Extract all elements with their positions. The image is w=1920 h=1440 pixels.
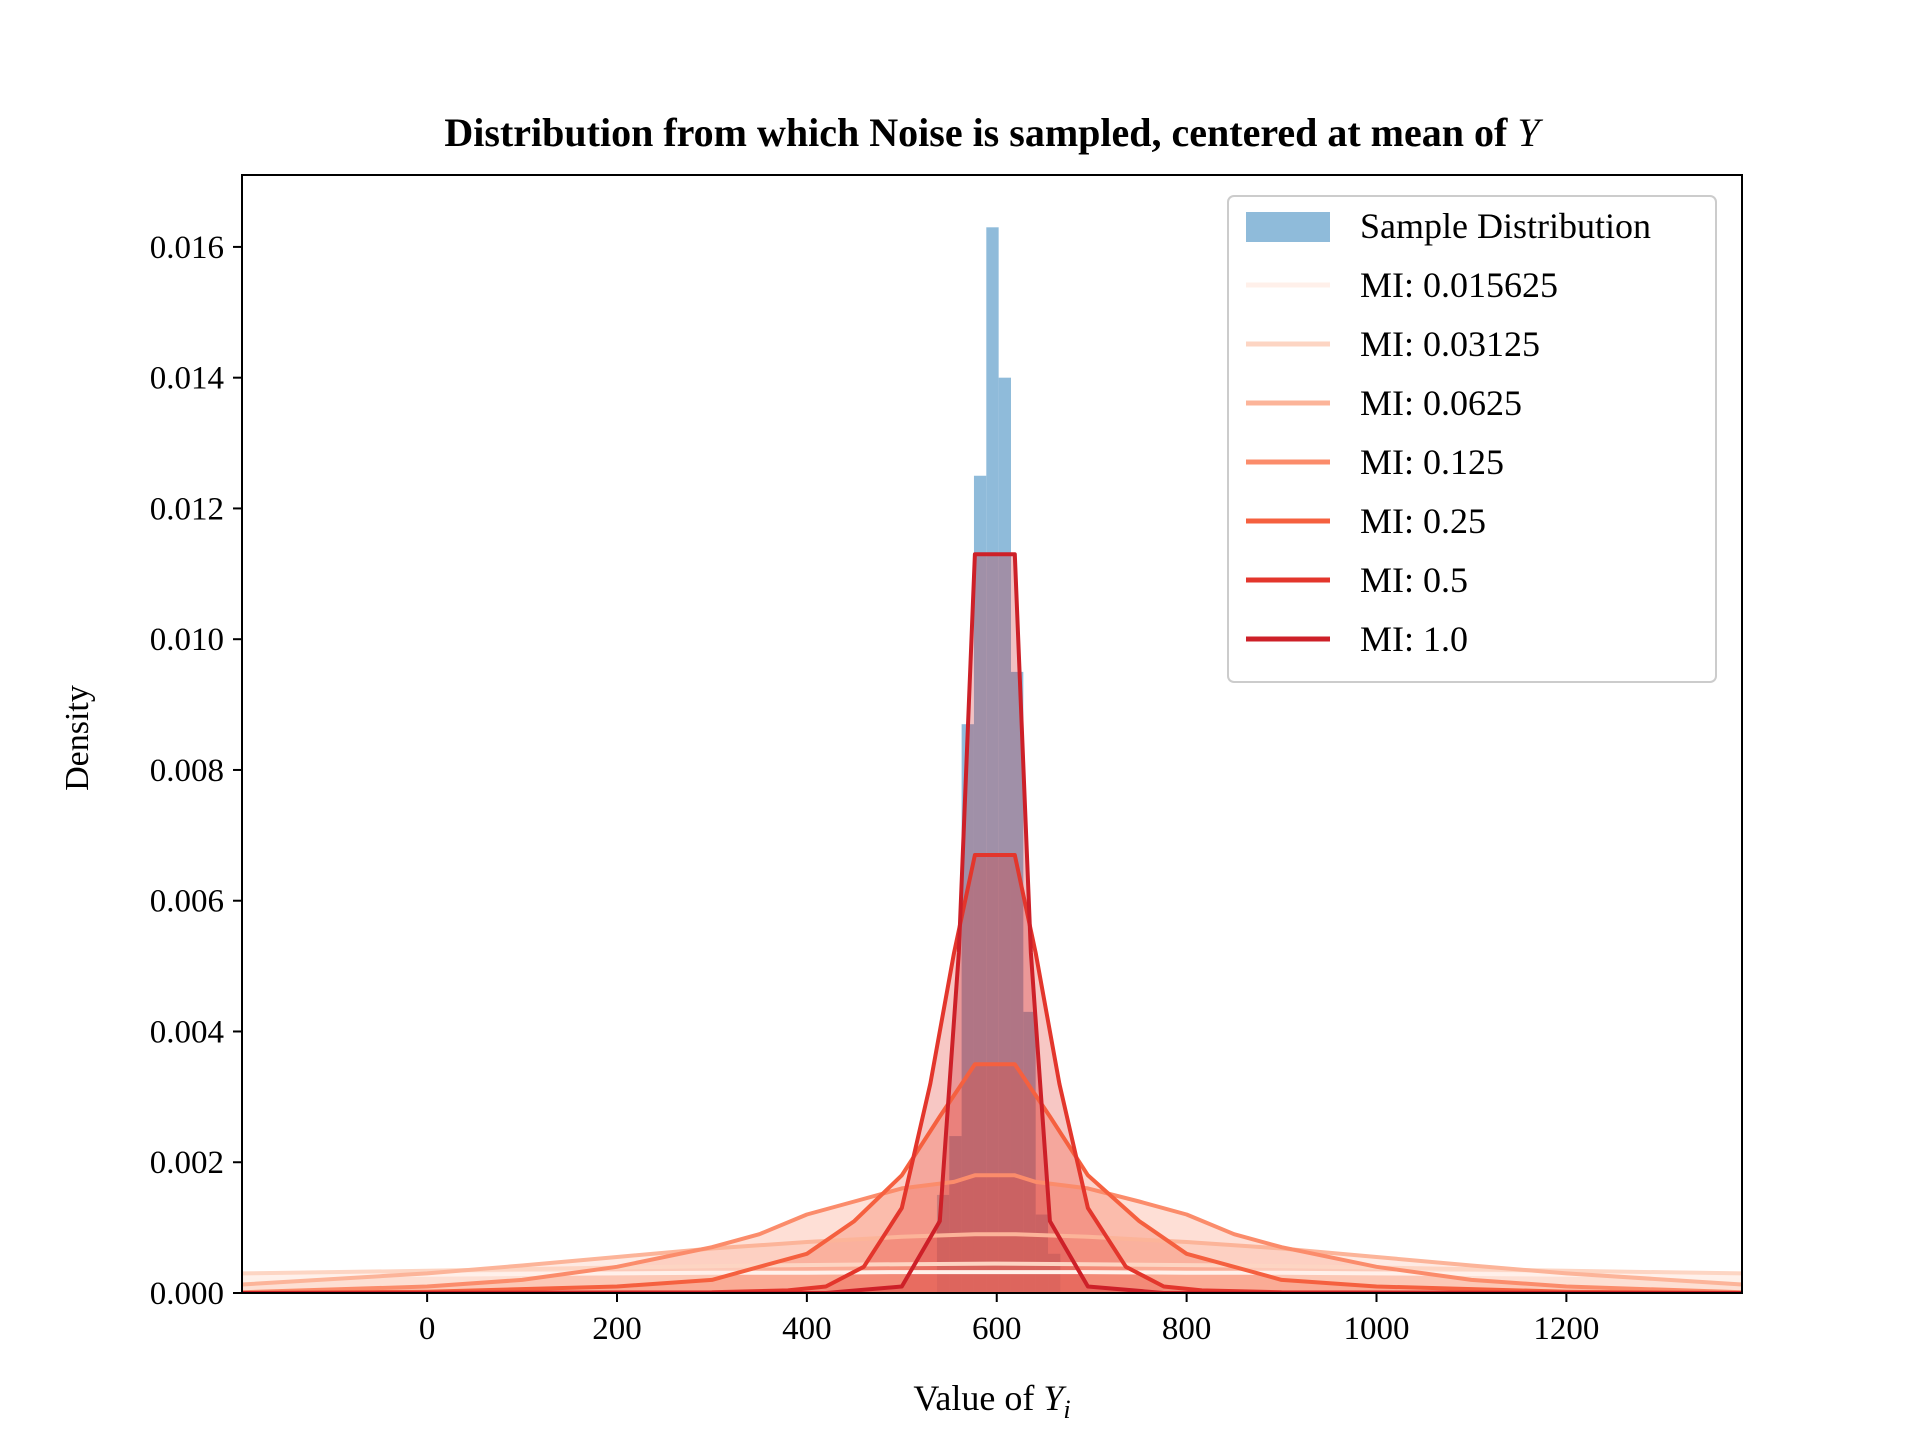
density-fill-5 [242, 855, 1742, 1293]
x-tick-label: 1000 [1343, 1311, 1409, 1347]
y-tick-label: 0.006 [150, 884, 224, 920]
y-tick-label: 0.010 [150, 622, 224, 658]
legend-label: Sample Distribution [1360, 206, 1651, 246]
x-axis-label: Value of Yi [913, 1378, 1070, 1424]
y-tick-label: 0.008 [150, 753, 224, 789]
histogram-bar [949, 1136, 962, 1293]
legend-label: MI: 0.125 [1360, 442, 1504, 482]
axes-frame [241, 174, 1743, 1294]
x-tick-label: 200 [592, 1311, 642, 1347]
density-fill-4 [242, 1064, 1742, 1293]
histogram-bar [986, 227, 999, 1293]
histogram-bar [1010, 671, 1024, 1293]
y-tick-label: 0.000 [150, 1276, 224, 1312]
x-tick-label: 400 [782, 1311, 832, 1347]
density-line-3 [242, 1173, 1742, 1293]
legend-label: MI: 0.03125 [1360, 324, 1540, 364]
y-tick-label: 0.014 [150, 361, 224, 397]
legend-patch [1246, 212, 1330, 242]
density-line-2 [242, 1232, 1742, 1287]
legend-label: MI: 0.25 [1360, 501, 1486, 541]
density-line-0 [242, 1270, 1742, 1278]
density-line-1 [242, 1261, 1742, 1276]
legend-label: MI: 1.0 [1360, 619, 1468, 659]
x-tick-label: 1200 [1533, 1311, 1599, 1347]
legend-label: MI: 0.0625 [1360, 383, 1522, 423]
density-line-6 [242, 552, 1742, 1293]
y-axis-label: Density [59, 685, 96, 791]
y-tick-label: 0.002 [150, 1145, 224, 1181]
density-fill-6 [242, 554, 1742, 1293]
legend-box [1227, 195, 1717, 683]
chart-title: Distribution from which Noise is sampled… [444, 110, 1543, 155]
legend: Sample Distribution MI: 0.015625 MI: 0.031… [1227, 195, 1717, 683]
density-line-5 [242, 853, 1742, 1293]
x-tick-label: 0 [419, 1311, 436, 1347]
x-tick-label: 600 [972, 1311, 1022, 1347]
density-line-4 [242, 1062, 1742, 1293]
y-tick-label: 0.004 [150, 1014, 224, 1050]
legend-label: MI: 0.015625 [1360, 265, 1558, 305]
x-tick-label: 800 [1162, 1311, 1212, 1347]
plot-area: 0 200 400 600 800 1000 1200 0.000 0.002 0.004 0.00… [150, 174, 1743, 1347]
y-tick-label: 0.012 [150, 491, 224, 527]
legend-label: MI: 0.5 [1360, 560, 1468, 600]
y-tick-label: 0.016 [150, 230, 224, 266]
histogram-bar [973, 475, 987, 1293]
